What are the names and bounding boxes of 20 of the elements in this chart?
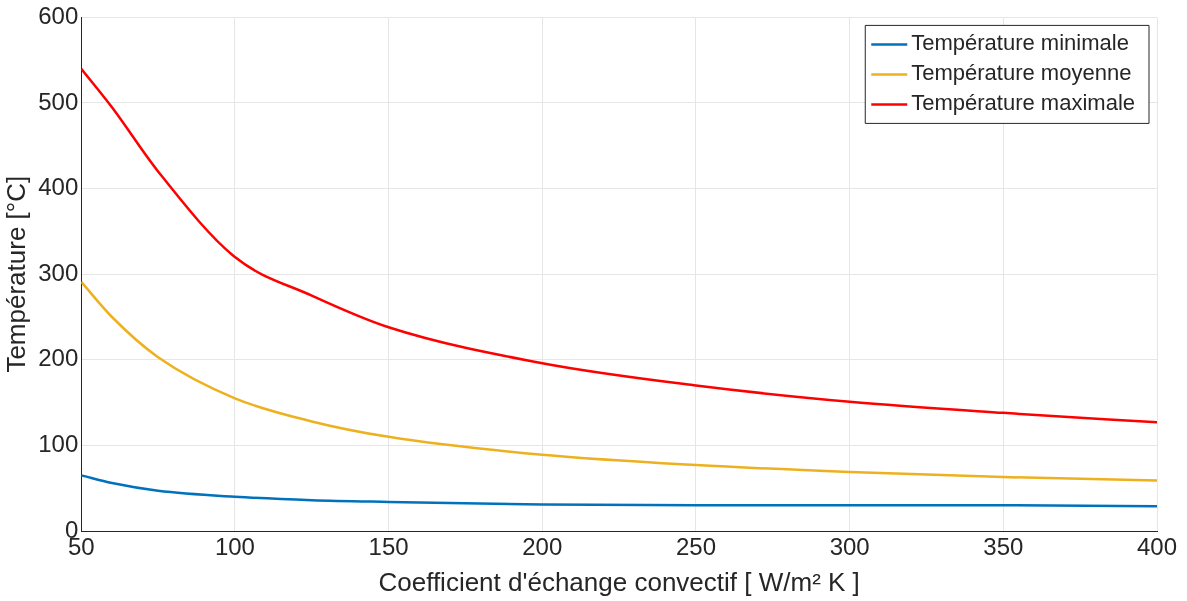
y-tick-label: 500 (38, 87, 79, 115)
y-tick-label: 400 (38, 173, 79, 201)
x-tick-label: 350 (983, 533, 1024, 561)
legend-label: Température moyenne (911, 60, 1132, 86)
x-tick-label: 150 (368, 533, 409, 561)
line-series (81, 280, 1157, 482)
x-tick-label: 300 (829, 533, 870, 561)
y-tick-label: 100 (38, 430, 79, 458)
x-tick-label: 100 (214, 533, 255, 561)
y-axis-title: Température [°C] (0, 175, 31, 373)
y-tick-label: 600 (38, 2, 79, 30)
y-tick-label: 200 (38, 344, 79, 372)
y-tick-label: 300 (38, 258, 79, 286)
x-tick-label: 250 (675, 533, 716, 561)
legend-label: Température minimale (911, 30, 1129, 56)
legend-label: Température maximale (911, 90, 1135, 116)
x-tick-label: 400 (1136, 533, 1178, 561)
line-series (81, 474, 1157, 508)
x-axis-title: Coefficient d'échange convectif [ W/m² K ] (378, 566, 860, 597)
x-tick-label: 200 (522, 533, 563, 561)
